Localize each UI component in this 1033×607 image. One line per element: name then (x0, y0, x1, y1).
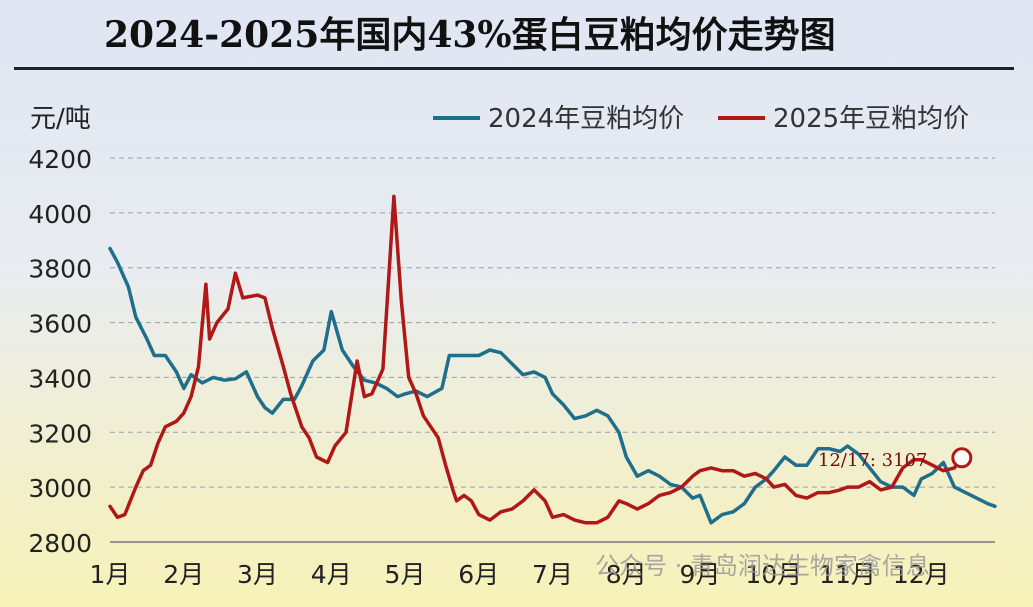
latest-price-marker (951, 447, 973, 469)
y-tick-label: 3400 (28, 364, 92, 393)
x-tick-label: 4月 (311, 560, 352, 589)
y-tick-labels: 2800 3000 3200 3400 3600 3800 4000 4200 (28, 145, 92, 558)
legend-label-2025: 2025年豆粕均价 (773, 104, 969, 134)
legend: 2024年豆粕均价 2025年豆粕均价 (433, 104, 969, 134)
series-line-0 (108, 246, 997, 525)
legend-label-2024: 2024年豆粕均价 (488, 104, 684, 134)
series-line-1 (108, 194, 964, 525)
x-tick-label: 10月 (745, 560, 802, 589)
y-tick-label: 3600 (28, 310, 92, 339)
x-tick-label: 1月 (90, 560, 131, 589)
x-tick-label: 6月 (458, 560, 499, 589)
y-unit-label: 元/吨 (30, 104, 91, 134)
y-tick-label: 3200 (28, 419, 92, 448)
y-tick-label: 2800 (28, 529, 92, 558)
x-tick-label: 3月 (237, 560, 278, 589)
x-tick-label: 9月 (680, 560, 721, 589)
chart-title: 2024-2025年国内43%蛋白豆粕均价走势图 (104, 14, 836, 56)
x-tick-labels: 1月 2月 3月 4月 5月 6月 7月 8月 9月 10月 11月 12月 (90, 560, 950, 589)
y-tick-label: 3000 (28, 474, 92, 503)
x-tick-label: 5月 (385, 560, 426, 589)
x-tick-label: 12月 (893, 560, 950, 589)
grid-lines (110, 157, 995, 543)
title-divider (14, 67, 1014, 70)
x-tick-label: 11月 (819, 560, 876, 589)
x-tick-label: 2月 (163, 560, 204, 589)
x-tick-label: 7月 (532, 560, 573, 589)
y-tick-label: 4200 (28, 145, 92, 174)
x-tick-label: 8月 (606, 560, 647, 589)
watermark-text: 公众号 · 青岛润达生物家禽信息 (595, 552, 930, 580)
series-lines (108, 194, 997, 525)
y-tick-label: 4000 (28, 200, 92, 229)
y-tick-label: 3800 (28, 255, 92, 284)
latest-price-annotation: 12/17: 3107 (818, 450, 927, 471)
